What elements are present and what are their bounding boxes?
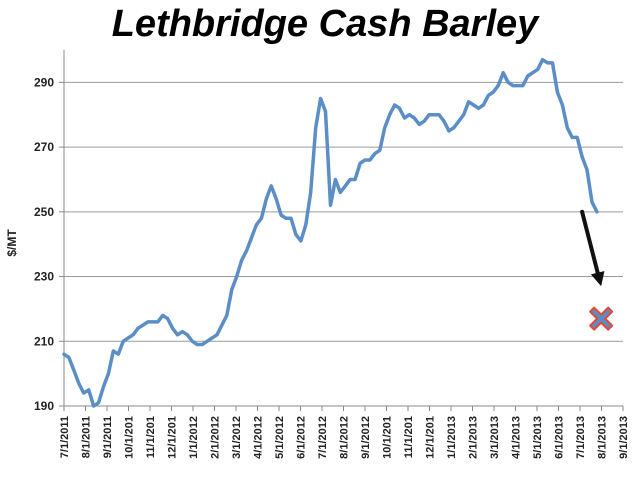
x-marker-icon <box>589 306 614 331</box>
chart-title: Lethbridge Cash Barley <box>112 3 540 45</box>
series-line-barley-price <box>62 57 599 408</box>
x-tick-label: 6/1/2013 <box>554 416 566 459</box>
y-tick-label: 290 <box>34 75 54 89</box>
x-tick-label: 2/1/2012 <box>210 416 222 459</box>
y-axis-label: $/MT <box>5 229 19 257</box>
y-tick-label: 190 <box>34 399 54 413</box>
axes <box>63 50 623 407</box>
x-tick-label: 8/1/2012 <box>339 416 351 459</box>
x-tick-label: 10/1/201 <box>124 416 136 459</box>
y-tick-label: 230 <box>34 270 54 284</box>
x-tick-label: 4/1/2013 <box>511 416 523 459</box>
x-tick-label: 2/1/2013 <box>468 416 480 459</box>
x-tick-label: 6/1/2012 <box>296 416 308 459</box>
x-tick-label: 7/1/2013 <box>575 416 587 459</box>
x-tick-label: 8/1/2011 <box>81 416 93 458</box>
x-tick-label: 9/1/2011 <box>102 416 114 458</box>
x-tick-label: 12/1/201 <box>425 416 437 459</box>
x-tick-label: 7/1/2011 <box>59 416 71 458</box>
annotations <box>580 209 614 331</box>
x-tick-label: 11/1/201 <box>145 416 157 458</box>
x-tick-label: 5/1/2012 <box>274 416 286 459</box>
x-tick-label: 9/1/2012 <box>360 416 372 459</box>
x-axis-ticks: 7/1/2011 8/1/2011 9/1/2011 10/1/201 11/1/201… <box>59 406 630 459</box>
x-tick-label: 4/1/2012 <box>253 416 265 459</box>
x-tick-label: 11/1/201 <box>403 416 415 458</box>
x-tick-label: 1/1/2013 <box>446 416 458 459</box>
x-tick-label: 3/1/2013 <box>489 416 501 459</box>
y-tick-label: 250 <box>34 205 54 219</box>
x-tick-label: 5/1/2013 <box>532 416 544 459</box>
y-axis-ticks: 190 210 230 250 270 290 <box>34 75 64 413</box>
x-tick-label: 8/1/2013 <box>597 416 609 459</box>
x-tick-label: 7/1/2012 <box>317 416 329 459</box>
x-tick-label: 10/1/201 <box>382 416 394 459</box>
x-tick-label: 3/1/2012 <box>231 416 243 459</box>
x-tick-label: 12/1/201 <box>167 416 179 459</box>
y-tick-label: 210 <box>34 334 54 348</box>
y-tick-label: 270 <box>34 140 54 154</box>
x-tick-label: 1/1/2012 <box>188 416 200 459</box>
x-tick-label: 9/1/2013 <box>618 416 630 459</box>
gridlines <box>64 81 623 342</box>
down-arrow-icon <box>580 209 605 287</box>
